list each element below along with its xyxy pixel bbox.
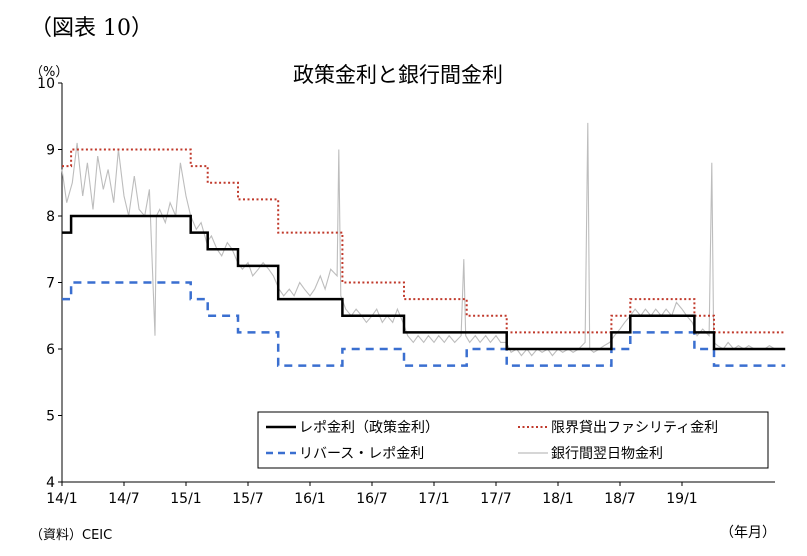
y-tick-label: 9 bbox=[46, 143, 55, 159]
legend-label-repo: レポ金利（政策金利） bbox=[299, 419, 439, 436]
y-ticks: 4 5 6 7 8 9 10 bbox=[37, 76, 62, 491]
legend-box bbox=[257, 411, 769, 469]
y-tick-label: 4 bbox=[46, 475, 55, 491]
series-repo-rate bbox=[62, 214, 786, 351]
x-tick-label: 19/1 bbox=[666, 491, 697, 507]
x-tick-label: 18/7 bbox=[604, 491, 635, 507]
y-tick-label: 7 bbox=[46, 276, 55, 292]
x-tick-label: 18/1 bbox=[542, 491, 573, 507]
x-axis-label: （年月） bbox=[720, 525, 776, 541]
legend: レポ金利（政策金利） 限界貸出ファシリティ金利 リバース・レポ金利 銀行間翌日物… bbox=[257, 411, 769, 469]
series-reverse-repo-rate bbox=[62, 281, 786, 367]
y-tick-label: 5 bbox=[46, 409, 55, 425]
plot-area bbox=[61, 122, 786, 367]
x-tick-label: 16/1 bbox=[294, 491, 325, 507]
x-ticks: 14/1 14/7 15/1 15/7 16/1 16/7 17/1 17/7 18/1 18/7… bbox=[46, 482, 698, 507]
y-axis-label: （%） bbox=[30, 65, 68, 80]
x-tick-label: 16/7 bbox=[356, 491, 387, 507]
x-tick-label: 17/7 bbox=[480, 491, 511, 507]
x-tick-label: 15/7 bbox=[232, 491, 263, 507]
x-tick-label: 17/1 bbox=[418, 491, 449, 507]
y-tick-label: 8 bbox=[46, 209, 55, 225]
y-tick-label: 6 bbox=[46, 342, 55, 358]
x-tick-label: 14/7 bbox=[108, 491, 139, 507]
x-tick-label: 15/1 bbox=[170, 491, 201, 507]
chart-title: 政策金利と銀行間金利 bbox=[293, 63, 503, 87]
legend-label-msf: 限界貸出ファシリティ金利 bbox=[551, 420, 718, 436]
y-tick-label: 10 bbox=[37, 76, 55, 92]
legend-label-interbank: 銀行間翌日物金利 bbox=[551, 446, 663, 462]
x-tick-label: 14/1 bbox=[46, 491, 77, 507]
legend-label-reverse-repo: リバース・レポ金利 bbox=[299, 446, 424, 462]
figure-label: （図表 10） bbox=[30, 16, 153, 41]
series-marginal-lending-rate bbox=[62, 148, 786, 334]
source-note: （資料）CEIC bbox=[30, 528, 113, 543]
series-interbank-overnight-rate bbox=[61, 122, 786, 357]
